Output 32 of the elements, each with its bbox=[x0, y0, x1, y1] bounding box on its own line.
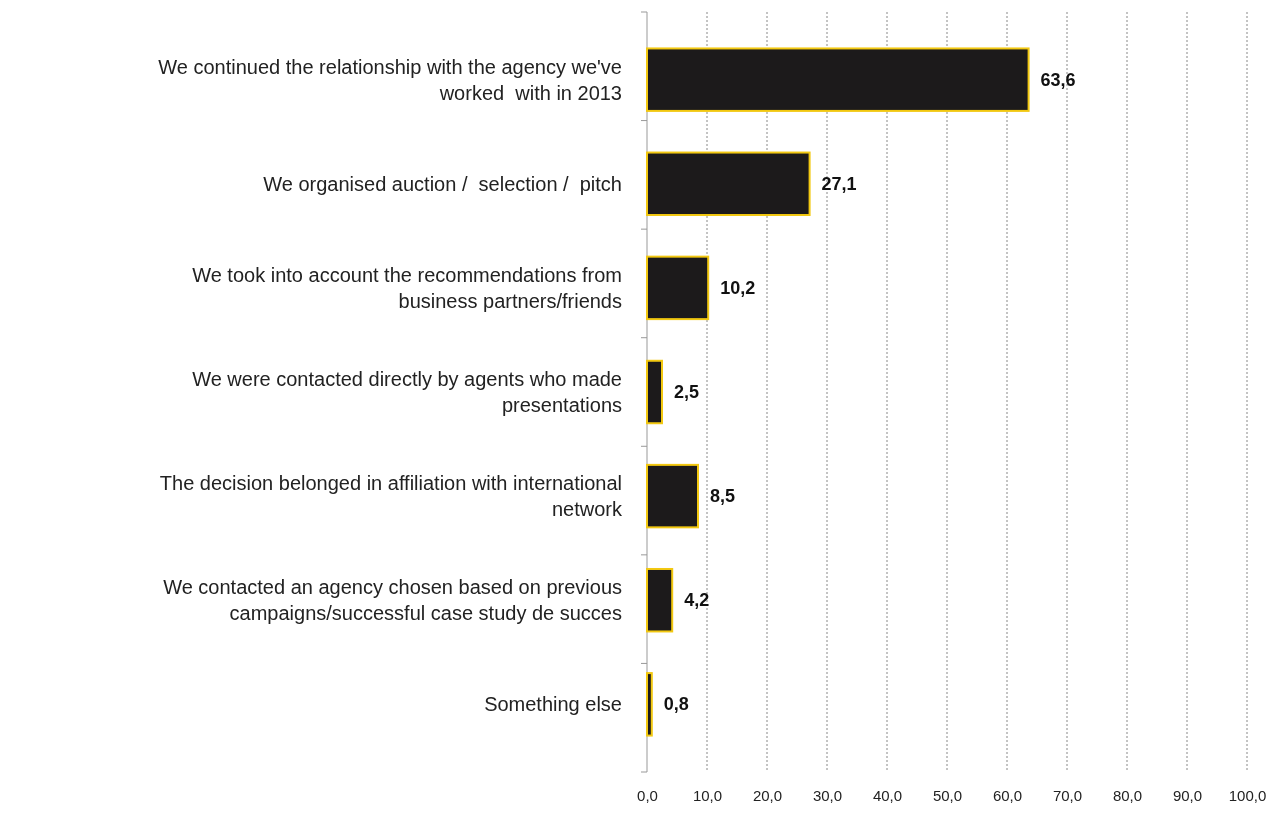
data-label: 0,8 bbox=[663, 694, 689, 715]
y-tick-label: Something else bbox=[484, 693, 622, 716]
y-tick-label: The decision belonged in affiliation with international network bbox=[159, 472, 623, 521]
y-tick-label: We contacted an agency chosen based on previous campaigns/successful case study de succes bbox=[163, 576, 622, 625]
bar bbox=[646, 672, 653, 737]
bar bbox=[646, 359, 663, 425]
y-tick-label: We were contacted directly by agents who made presentations bbox=[192, 368, 622, 416]
x-tick-label: 100,0 bbox=[1228, 786, 1267, 804]
y-tick-label: We took into account the recommendations from business partners/friends bbox=[192, 263, 622, 312]
data-label: 10,2 bbox=[720, 277, 756, 298]
bar bbox=[646, 463, 699, 529]
y-tick-label: We continued the relationship with the agency we've worked with in 2013 bbox=[158, 55, 622, 104]
data-label: 8,5 bbox=[710, 486, 736, 507]
x-tick-label: 20,0 bbox=[752, 786, 783, 804]
bar bbox=[646, 151, 811, 217]
data-label: 63,6 bbox=[1040, 69, 1076, 90]
x-tick-label: 80,0 bbox=[1112, 786, 1143, 804]
data-label: 4,2 bbox=[684, 590, 710, 611]
x-tick-label: 10,0 bbox=[692, 786, 723, 804]
x-tick-label: 40,0 bbox=[872, 786, 903, 804]
x-tick-label: 0,0 bbox=[637, 786, 658, 804]
x-tick-label: 30,0 bbox=[812, 786, 843, 804]
data-label: 2,5 bbox=[674, 382, 700, 402]
y-tick-label: We organised auction / selection / pitch bbox=[263, 172, 622, 195]
x-tick-label: 90,0 bbox=[1172, 786, 1203, 804]
data-label: 27,1 bbox=[821, 173, 857, 194]
x-tick-label: 60,0 bbox=[992, 786, 1023, 804]
x-tick-label: 50,0 bbox=[932, 786, 963, 804]
x-tick-label: 70,0 bbox=[1052, 786, 1083, 804]
bar bbox=[646, 255, 710, 321]
bar bbox=[646, 47, 1030, 112]
bar bbox=[646, 567, 674, 633]
